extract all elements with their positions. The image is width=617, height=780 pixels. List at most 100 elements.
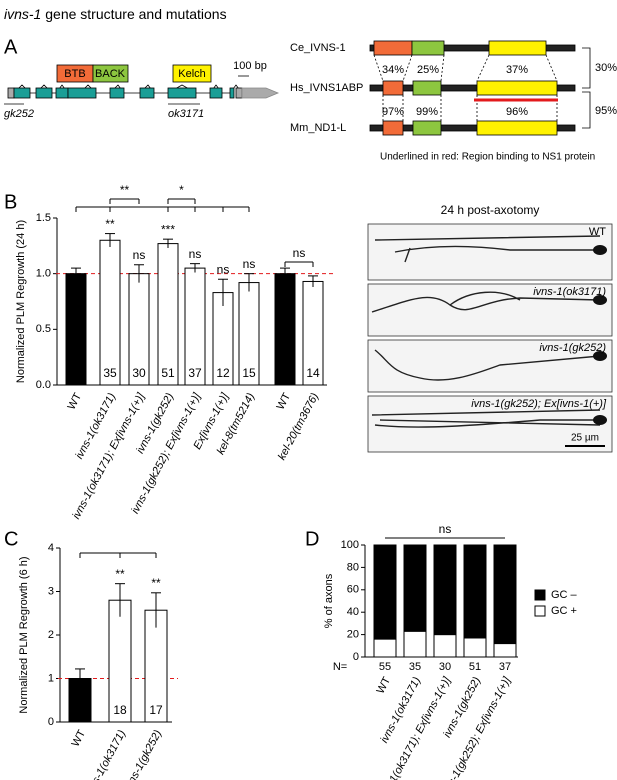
n-label: 35 — [409, 661, 421, 673]
title-gene: ivns-1 — [4, 6, 41, 22]
significance: ns — [243, 257, 256, 271]
y-tick-label: 60 — [347, 584, 359, 596]
significance: ns — [217, 262, 230, 276]
n-label: 18 — [113, 703, 127, 717]
bar-segment — [433, 544, 457, 636]
panel-title: ivns-1 gene structure and mutations — [4, 6, 227, 22]
domain-label: BACK — [95, 68, 126, 80]
x-tick-label: ivns-1(ok3171) — [83, 728, 128, 780]
allele-label: gk252 — [4, 108, 34, 120]
significance: ns — [189, 247, 202, 261]
panel-label: D — [305, 528, 319, 550]
y-tick-label: 0.0 — [36, 379, 51, 391]
protein-label: Mm_ND1-L — [290, 122, 346, 134]
n-prefix: N= — [333, 661, 347, 673]
legend-label: GC – — [551, 589, 578, 601]
protein-label: Hs_IVNS1ABP — [290, 82, 363, 94]
significance: ** — [105, 217, 115, 231]
x-tick-label: WT — [375, 675, 394, 696]
y-axis-label: % of axons — [323, 573, 335, 628]
y-tick-label: 1.5 — [36, 212, 51, 224]
n-label: 15 — [242, 366, 256, 380]
panel-label: C — [4, 528, 18, 550]
n-label: 35 — [103, 366, 117, 380]
gene-model — [4, 64, 280, 105]
n-label: 30 — [439, 661, 451, 673]
micrograph-title: 24 h post-axotomy — [441, 203, 540, 217]
y-tick-label: 4 — [48, 542, 54, 554]
comparison-label: ns — [293, 246, 306, 260]
significance: ** — [151, 576, 161, 590]
identity: 99% — [416, 106, 438, 118]
bar-segment — [433, 634, 457, 658]
bar — [99, 239, 121, 386]
bar-segment — [403, 630, 427, 658]
y-tick-label: 2 — [48, 629, 54, 641]
legend-swatch — [534, 605, 546, 617]
x-tick-label: ivns-1(gk252) — [122, 728, 164, 780]
identity: 96% — [506, 106, 528, 118]
n-label: 14 — [278, 366, 292, 380]
title-rest: gene structure and mutations — [41, 6, 226, 22]
n-label: 55 — [69, 366, 83, 380]
n-label: 16 — [73, 703, 87, 717]
y-tick-label: 1 — [48, 672, 54, 684]
scale-label: 100 bp — [233, 60, 267, 72]
y-tick-label: 20 — [347, 629, 359, 641]
bar-segment — [493, 544, 517, 645]
y-axis-label: Normalized PLM Regrowth (24 h) — [15, 220, 27, 383]
identity: 97% — [382, 106, 404, 118]
significance: ns — [133, 248, 146, 262]
y-tick-label: 80 — [347, 561, 359, 573]
scale-label: 25 µm — [571, 433, 599, 444]
y-tick-label: 0.5 — [36, 323, 51, 335]
y-tick-label: 40 — [347, 606, 359, 618]
x-tick-label: WT — [275, 391, 294, 412]
n-label: 14 — [306, 366, 320, 380]
protein-alignment — [369, 40, 591, 136]
micrograph-label: WT — [589, 226, 606, 238]
identity: 37% — [506, 64, 528, 76]
n-label: 17 — [149, 703, 163, 717]
micrographs — [367, 223, 613, 453]
micrograph-label: ivns-1(ok3171) — [533, 286, 606, 298]
n-label: 37 — [499, 661, 511, 673]
significance: ** — [115, 567, 125, 581]
bar-segment — [373, 544, 397, 640]
comparison-label: ** — [120, 183, 130, 197]
caption: Underlined in red: Region binding to NS1… — [380, 152, 595, 163]
bar-segment — [493, 643, 517, 658]
n-label: 37 — [188, 366, 202, 380]
identity: 25% — [417, 64, 439, 76]
y-tick-label: 0 — [48, 716, 54, 728]
n-label: 30 — [132, 366, 146, 380]
overall-label: ns — [439, 522, 452, 536]
panel-label: A — [4, 36, 18, 58]
y-axis-label: Normalized PLM Regrowth (6 h) — [18, 556, 30, 713]
y-tick-label: 0 — [353, 651, 359, 663]
bar-segment — [403, 544, 427, 632]
domain-label: Kelch — [178, 68, 206, 80]
panel-label: B — [4, 191, 17, 213]
bar-segment — [463, 544, 487, 639]
micrograph-label: ivns-1(gk252); Ex[ivns-1(+)] — [471, 398, 607, 410]
legend-label: GC + — [551, 605, 577, 617]
y-tick-label: 1.0 — [36, 268, 51, 280]
comparison-label: * — [179, 183, 184, 197]
bar-segment — [373, 638, 397, 658]
n-label: 55 — [379, 661, 391, 673]
allele-label: ok3171 — [168, 108, 204, 120]
identity: 34% — [382, 64, 404, 76]
micrograph-label: ivns-1(gk252) — [539, 342, 606, 354]
y-tick-label: 3 — [48, 585, 54, 597]
overall-identity: 30% — [595, 62, 617, 74]
x-tick-label: WT — [70, 728, 89, 749]
y-tick-label: 100 — [341, 539, 359, 551]
bar — [157, 243, 179, 386]
significance: *** — [161, 222, 175, 236]
overall-identity: 95% — [595, 105, 617, 117]
bar-segment — [463, 637, 487, 658]
x-tick-label: WT — [66, 391, 85, 412]
n-label: 51 — [161, 366, 175, 380]
